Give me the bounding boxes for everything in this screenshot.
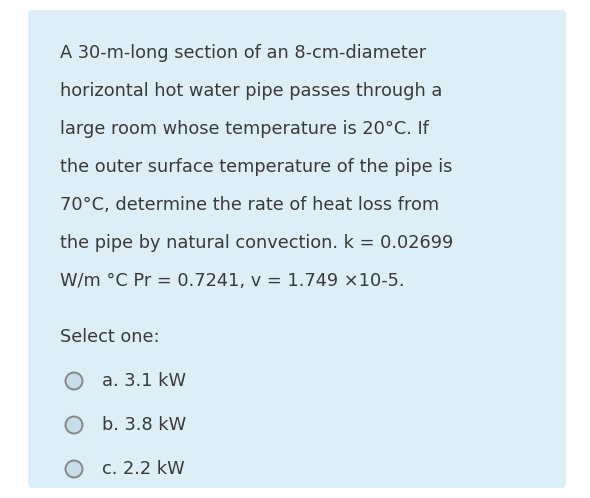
- Text: Select one:: Select one:: [60, 328, 160, 346]
- Text: b. 3.8 kW: b. 3.8 kW: [102, 416, 186, 434]
- Text: horizontal hot water pipe passes through a: horizontal hot water pipe passes through…: [60, 82, 442, 100]
- Ellipse shape: [65, 373, 83, 389]
- Text: large room whose temperature is 20°C. If: large room whose temperature is 20°C. If: [60, 120, 429, 138]
- FancyBboxPatch shape: [28, 10, 566, 488]
- Text: A 30-m-long section of an 8-cm-diameter: A 30-m-long section of an 8-cm-diameter: [60, 44, 426, 62]
- Ellipse shape: [65, 461, 83, 478]
- Ellipse shape: [65, 416, 83, 433]
- Text: the pipe by natural convection. k = 0.02699: the pipe by natural convection. k = 0.02…: [60, 234, 453, 252]
- Text: W/m °C Pr = 0.7241, v = 1.749 ×10-5.: W/m °C Pr = 0.7241, v = 1.749 ×10-5.: [60, 272, 405, 290]
- Text: c. 2.2 kW: c. 2.2 kW: [102, 460, 185, 478]
- Text: 70°C, determine the rate of heat loss from: 70°C, determine the rate of heat loss fr…: [60, 196, 439, 214]
- Text: a. 3.1 kW: a. 3.1 kW: [102, 372, 186, 390]
- Text: the outer surface temperature of the pipe is: the outer surface temperature of the pip…: [60, 158, 453, 176]
